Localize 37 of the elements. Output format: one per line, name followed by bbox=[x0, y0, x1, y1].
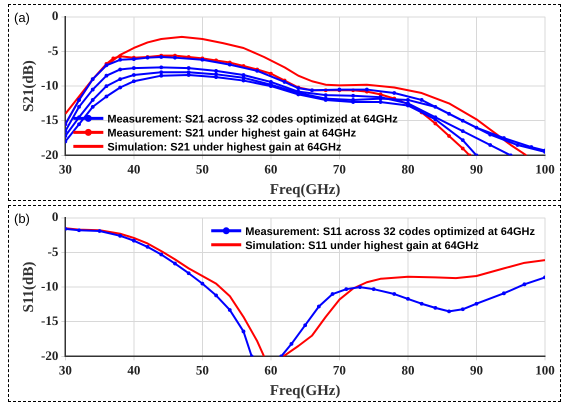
y-tick-label: -20 bbox=[40, 146, 58, 162]
x-tick-label: 40 bbox=[127, 162, 140, 177]
x-tick-label: 40 bbox=[127, 362, 140, 378]
x-tick-label: 90 bbox=[470, 362, 483, 378]
x-tick-label: 60 bbox=[264, 162, 278, 177]
y-tick-label: -15 bbox=[40, 313, 59, 328]
x-tick-label: 100 bbox=[535, 162, 555, 177]
x-axis-title: Freq(GHz) bbox=[270, 382, 340, 399]
text: (b) bbox=[14, 211, 30, 226]
x-tick-label: 90 bbox=[470, 162, 483, 177]
x-axis-title: Freq(GHz) bbox=[270, 182, 340, 198]
y-tick-label: -10 bbox=[40, 278, 58, 294]
legend-label: Simulation: S11 under highest gain at 64GHz bbox=[245, 240, 480, 252]
y-axis-title: S21(dB) bbox=[20, 60, 37, 112]
y-tick-label: -20 bbox=[40, 348, 58, 363]
legend-label: Measurement: S21 under highest gain at 64GHz bbox=[107, 127, 357, 140]
x-tick-label: 30 bbox=[58, 362, 72, 378]
y-tick-label: 0 bbox=[52, 8, 58, 24]
x-tick-label: 70 bbox=[332, 362, 346, 378]
x-tick-label: 60 bbox=[264, 362, 278, 378]
x-tick-label: 80 bbox=[401, 162, 414, 177]
y-axis-title: S11(dB) bbox=[20, 262, 37, 313]
y-tick-label: -5 bbox=[47, 42, 59, 58]
legend-label: Measurement: S11 across 32 codes optimized at 64GHz bbox=[245, 226, 536, 238]
y-tick-label: 0 bbox=[52, 209, 58, 224]
x-tick-label: 50 bbox=[196, 362, 209, 378]
x-tick-label: 50 bbox=[196, 162, 209, 177]
x-tick-label: 30 bbox=[58, 162, 72, 177]
x-tick-label: 100 bbox=[535, 362, 555, 378]
legend-label: Measurement: S21 across 32 codes optimized at 64GHz bbox=[107, 113, 398, 126]
text: (a) bbox=[14, 10, 30, 26]
y-tick-label: -15 bbox=[40, 112, 59, 128]
y-tick-label: -10 bbox=[40, 77, 58, 92]
legend-label: Simulation: S21 under highest gain at 64GHz bbox=[107, 141, 342, 154]
x-tick-label: 70 bbox=[332, 162, 346, 177]
x-tick-label: 80 bbox=[401, 362, 414, 378]
y-tick-label: -5 bbox=[47, 244, 59, 259]
